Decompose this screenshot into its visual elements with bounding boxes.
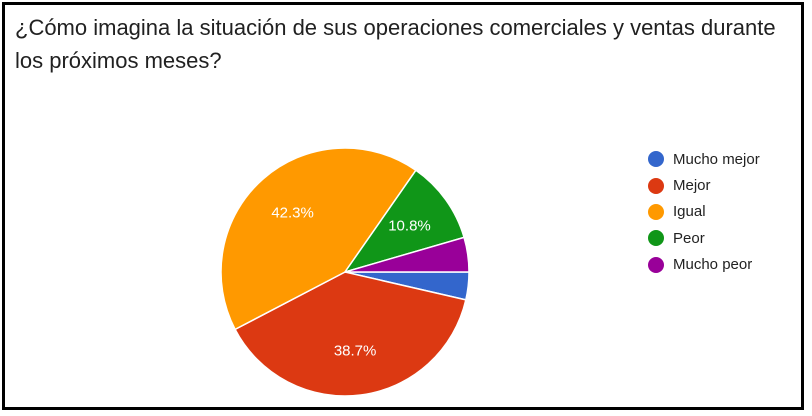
legend-item[interactable]: Mejor xyxy=(648,172,760,198)
legend-swatch xyxy=(648,256,664,273)
pie-slice-igual[interactable] xyxy=(220,147,417,331)
legend-label: Mucho mejor xyxy=(673,150,760,168)
chart-title: ¿Cómo imagina la situación de sus operac… xyxy=(15,15,776,73)
legend-item[interactable]: Peor xyxy=(648,225,760,251)
legend-label: Peor xyxy=(673,229,705,247)
pie-slice-mucho-peor[interactable] xyxy=(344,236,470,273)
slice-value-label: 38.7% xyxy=(334,343,377,360)
legend-swatch xyxy=(648,151,664,168)
slice-value-label: 42.3% xyxy=(271,204,314,221)
slice-value-label: 10.8% xyxy=(388,218,431,235)
legend-item[interactable]: Mucho peor xyxy=(648,252,760,278)
legend-label: Mejor xyxy=(673,177,711,195)
pie-slice-mejor[interactable] xyxy=(234,271,467,397)
legend-label: Mucho peor xyxy=(673,256,753,274)
legend-item[interactable]: Mucho mejor xyxy=(648,146,760,172)
pie-slice-peor[interactable] xyxy=(343,169,465,274)
legend-swatch xyxy=(648,177,664,194)
chart-legend: Mucho mejor Mejor Igual Peor Mucho peor xyxy=(648,146,760,278)
legend-swatch xyxy=(648,230,664,247)
legend-swatch xyxy=(648,203,664,220)
legend-item[interactable]: Igual xyxy=(648,199,760,225)
legend-label: Igual xyxy=(673,203,706,221)
